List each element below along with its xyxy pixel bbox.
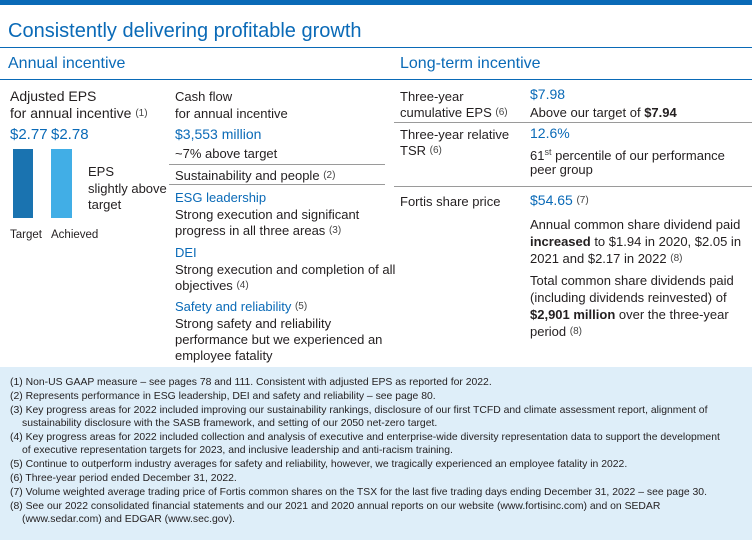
- eps-target-bar: [13, 149, 33, 218]
- footnote-6: (6) Three-year period ended December 31,…: [10, 473, 237, 484]
- share-price-value: $54.65 (7): [530, 192, 589, 208]
- esg-text-line-1: Strong execution and significant: [175, 207, 360, 222]
- lt-eps-label: Three-year: [400, 89, 464, 104]
- adjusted-eps-sublabel: for annual incentive (1): [10, 105, 148, 121]
- safety-text-line-3: employee fatality: [175, 348, 273, 363]
- cash-flow-label: Cash flow: [175, 89, 233, 104]
- title-divider: [0, 47, 752, 48]
- esg-leadership-title: ESG leadership: [175, 190, 267, 205]
- adjusted-eps-label: Adjusted EPS: [10, 88, 97, 104]
- tsr-note-line-2: peer group: [530, 162, 593, 177]
- page-title: Consistently delivering profitable growt…: [8, 20, 362, 42]
- esg-text-line-2: progress in all three areas (3): [175, 223, 342, 238]
- top-accent-bar: [0, 0, 752, 5]
- cash-flow-value: $3,553 million: [175, 126, 262, 142]
- dei-title: DEI: [175, 245, 197, 260]
- safety-title: Safety and reliability (5): [175, 299, 308, 314]
- eps-target-value: $2.77: [10, 126, 48, 143]
- lt-eps-sublabel: cumulative EPS (6): [400, 105, 508, 120]
- target-label: Target: [10, 229, 42, 241]
- dividend-line-1: Annual common share dividend paid: [530, 217, 741, 232]
- total-dividend-line-2: (including dividends reinvested) of: [530, 290, 727, 305]
- eps-achieved-value: $2.78: [51, 126, 89, 143]
- dei-text-line-1: Strong execution and completion of all: [175, 262, 396, 277]
- tsr-divider: [394, 186, 752, 187]
- footnote-1: (1) Non-US GAAP measure – see pages 78 a…: [10, 377, 492, 388]
- footnote-4-cont: of executive representation targets for …: [22, 445, 453, 456]
- footnote-8-cont: (www.sedar.com) and EDGAR (www.sec.gov).: [22, 514, 236, 525]
- total-dividend-line-4: period (8): [530, 324, 582, 339]
- footnote-3: (3) Key progress areas for 2022 included…: [10, 405, 708, 416]
- footnote-7: (7) Volume weighted average trading pric…: [10, 487, 707, 498]
- tsr-sublabel: TSR (6): [400, 143, 442, 158]
- lt-eps-divider: [394, 122, 752, 123]
- eps-note-line-2: slightly above: [88, 181, 167, 196]
- share-price-label: Fortis share price: [400, 194, 501, 209]
- total-dividend-line-1: Total common share dividends paid: [530, 273, 734, 288]
- lt-eps-value: $7.98: [530, 86, 566, 102]
- dividend-line-3: 2021 and $2.17 in 2022 (8): [530, 251, 683, 266]
- long-term-incentive-header: Long-term incentive: [400, 55, 541, 72]
- tsr-value: 12.6%: [530, 125, 570, 141]
- dei-text-line-2: objectives (4): [175, 278, 249, 293]
- eps-note-line-3: target: [88, 197, 122, 212]
- tsr-note-line-1: 61st percentile of our performance: [530, 147, 725, 163]
- tsr-label: Three-year relative: [400, 127, 510, 142]
- footnote-5: (5) Continue to outperform industry aver…: [10, 459, 628, 470]
- total-dividend-line-3: $2,901 million over the three-year: [530, 307, 729, 322]
- sustainability-divider: [169, 184, 385, 185]
- footnotes-panel: (1) Non-US GAAP measure – see pages 78 a…: [0, 367, 752, 540]
- section-header-divider: [0, 79, 752, 80]
- safety-text-line-2: performance but we experienced an: [175, 332, 383, 347]
- safety-text-line-1: Strong safety and reliability: [175, 316, 332, 331]
- footnote-8: (8) See our 2022 consolidated financial …: [10, 501, 661, 512]
- footnote-3-cont: sustainability disclosure with the SASB …: [22, 418, 438, 429]
- dividend-line-2: increased to $1.94 in 2020, $2.05 in: [530, 234, 742, 249]
- annual-incentive-header: Annual incentive: [8, 55, 126, 72]
- lt-eps-note: Above our target of $7.94: [530, 105, 677, 120]
- footnote-4: (4) Key progress areas for 2022 included…: [10, 432, 720, 443]
- sustainability-label: Sustainability and people (2): [175, 168, 336, 183]
- cash-flow-divider: [169, 164, 385, 165]
- cash-flow-sublabel: for annual incentive: [175, 106, 288, 121]
- achieved-label: Achieved: [51, 229, 99, 241]
- eps-achieved-bar: [51, 149, 72, 218]
- eps-note-title: EPS: [88, 164, 115, 179]
- footnote-2: (2) Represents performance in ESG leader…: [10, 391, 436, 402]
- cash-flow-note: ~7% above target: [175, 146, 278, 161]
